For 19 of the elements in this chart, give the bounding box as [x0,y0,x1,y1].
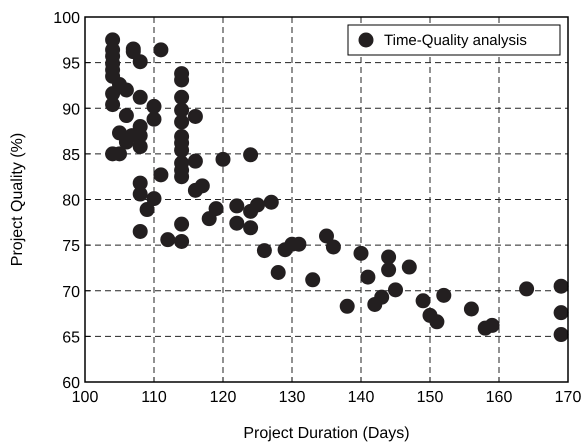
x-tick-label: 160 [486,389,512,406]
y-tick-label: 90 [62,101,80,118]
x-tick-label: 120 [210,389,236,406]
y-tick-label: 95 [62,56,80,73]
y-axis-title: Project Quality (%) [9,132,26,266]
x-tick-label: 150 [416,389,444,406]
x-tick-label: 140 [348,389,374,406]
x-tick-label: 130 [278,389,306,406]
y-tick-label: 75 [62,238,80,256]
y-tick-label: 85 [62,146,80,164]
legend-label: Time-Quality analysis [384,32,527,49]
y-tick-label: 65 [62,329,80,346]
y-tick-label: 100 [53,10,80,27]
x-tick-label: 170 [554,389,582,406]
y-tick-label: 70 [62,284,80,301]
x-axis-title: Project Duration (Days) [243,425,410,442]
x-tick-label: 110 [141,389,167,406]
y-tick-label: 80 [62,192,80,210]
y-tick-label: 60 [62,375,80,392]
